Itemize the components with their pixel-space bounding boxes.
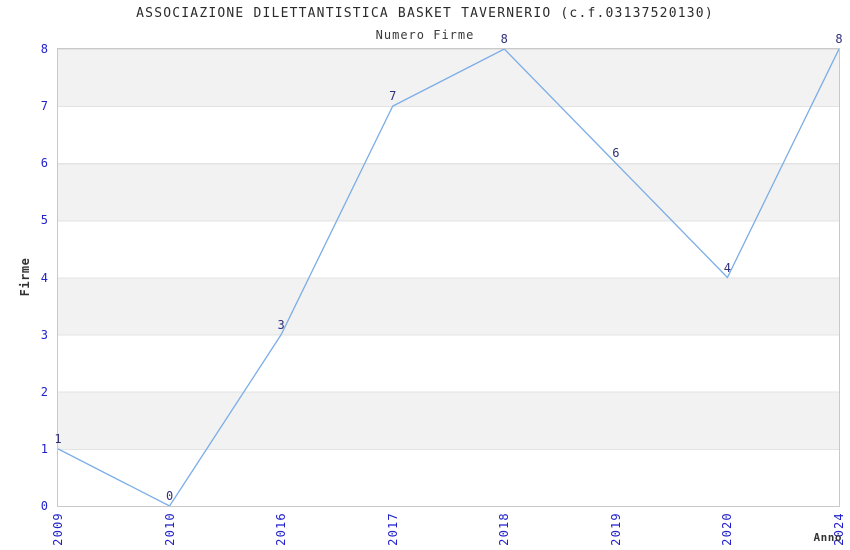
x-tick-label: 2009 [51,512,65,546]
data-point-label: 6 [612,146,620,161]
x-tick-label: 2017 [385,512,400,546]
y-tick-label: 2 [40,384,48,399]
y-tick-label: 0 [40,499,48,513]
y-tick-label: 3 [40,327,48,342]
plot-area [57,48,840,507]
data-point-label: 1 [54,431,62,446]
y-tick-label: 6 [40,156,48,171]
data-point-label: 7 [389,89,397,104]
y-axis-title: Firme [18,257,32,297]
x-axis-title: Anno [813,531,842,544]
y-tick-label: 7 [40,99,48,114]
data-point-label: 0 [165,489,174,503]
data-point-label: 8 [500,32,508,46]
series-line [58,49,839,506]
data-point-label: 3 [277,317,285,332]
x-tick-label: 2019 [608,512,623,546]
y-tick-label: 1 [40,441,48,456]
y-tick-label: 8 [40,42,48,56]
x-tick-label: 2016 [274,512,289,546]
x-tick-label: 2020 [720,512,735,546]
x-tick-label: 2010 [162,512,177,546]
data-point-label: 8 [835,32,843,46]
chart-title: ASSOCIAZIONE DILETTANTISTICA BASKET TAVE… [136,6,714,21]
x-tick-label: 2018 [497,512,512,546]
line-series-svg [58,49,839,506]
data-point-label: 4 [723,260,732,275]
y-tick-label: 5 [40,213,48,228]
y-tick-label: 4 [40,270,48,285]
chart-subtitle: Numero Firme [375,28,475,42]
